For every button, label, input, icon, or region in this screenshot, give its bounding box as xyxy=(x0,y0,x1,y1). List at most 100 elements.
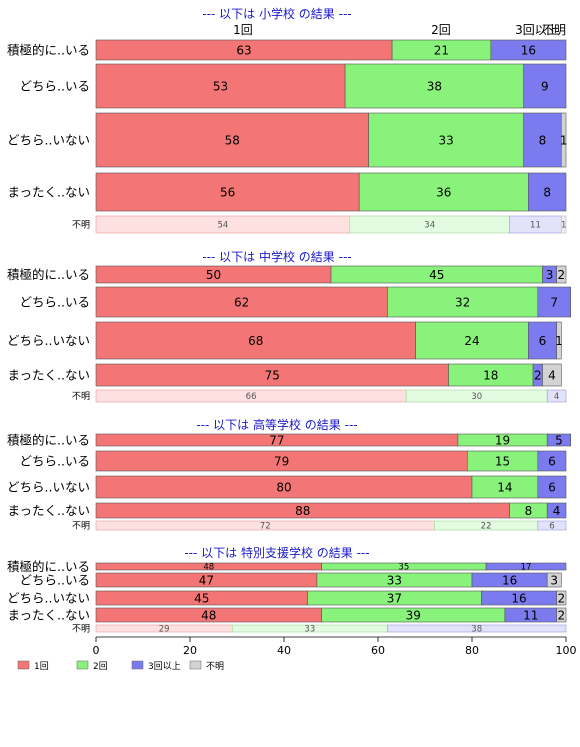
data-label: 47 xyxy=(199,573,214,587)
legend-swatch xyxy=(131,660,144,670)
legend-label: 不明 xyxy=(206,661,224,672)
data-label: 11 xyxy=(523,608,538,622)
data-label: 75 xyxy=(265,368,280,382)
data-label: 48 xyxy=(201,608,216,622)
column-header-1: 2回 xyxy=(431,23,451,37)
bar-segment xyxy=(537,475,567,499)
data-label: 66 xyxy=(246,392,257,402)
bar-segment xyxy=(415,321,529,360)
data-label: 4 xyxy=(554,392,559,402)
bar-segment xyxy=(546,502,567,519)
legend-swatch xyxy=(17,660,30,670)
data-label: 9 xyxy=(541,79,549,93)
group-title-3: --- 以下は 特別支援学校 の結果 --- xyxy=(184,545,369,560)
row-label: どちら..いない xyxy=(7,133,90,148)
data-label: 88 xyxy=(295,504,310,518)
bar-segment xyxy=(542,363,562,387)
data-label: 39 xyxy=(406,608,421,622)
data-label: 62 xyxy=(234,295,249,309)
bar-segment xyxy=(387,624,567,633)
bar-segment xyxy=(560,112,567,168)
row-label: どちら..いる xyxy=(20,454,90,469)
data-label: 79 xyxy=(274,454,289,468)
legend-label: 1回 xyxy=(34,661,49,672)
column-header-0: 1回 xyxy=(233,23,253,37)
row-label: どちら..いない xyxy=(7,333,90,348)
data-label: 54 xyxy=(217,221,228,231)
group-title-1: --- 以下は 中学校 の結果 --- xyxy=(202,249,351,264)
bar-segment xyxy=(95,63,346,109)
data-label: 8 xyxy=(539,133,547,147)
row-label: 不明 xyxy=(72,624,90,635)
column-header-2: 3回以上 xyxy=(515,23,559,37)
data-label: 33 xyxy=(439,133,454,147)
bar-segment xyxy=(556,321,562,360)
bar-segment xyxy=(368,112,525,168)
data-label: 77 xyxy=(269,433,284,447)
bar-segment xyxy=(95,112,369,168)
data-label: 7 xyxy=(550,295,558,309)
row-label: まったく..ない xyxy=(8,185,90,200)
data-label: 56 xyxy=(220,185,235,199)
data-label: 63 xyxy=(236,43,251,57)
row-label: どちら..いる xyxy=(20,295,90,310)
data-label: 45 xyxy=(194,591,209,605)
legend-label: 3回以上 xyxy=(148,661,181,672)
legend-swatch xyxy=(189,660,202,670)
row-label: 不明 xyxy=(72,220,90,231)
group-title-0: --- 以下は 小学校 の結果 --- xyxy=(202,6,351,21)
data-label: 34 xyxy=(424,221,435,231)
data-label: 2 xyxy=(557,268,565,282)
legend-swatch xyxy=(76,660,89,670)
data-label: 2 xyxy=(557,591,565,605)
data-label: 58 xyxy=(225,133,240,147)
row-label: 積極的に..いる xyxy=(7,267,90,282)
data-label: 30 xyxy=(471,392,482,402)
x-tick-label: 20 xyxy=(183,644,197,657)
row-label: どちら..いる xyxy=(20,79,90,94)
bar-segment xyxy=(344,63,525,109)
data-label: 3 xyxy=(550,573,558,587)
data-label: 17 xyxy=(521,563,532,573)
data-label: 53 xyxy=(213,79,228,93)
data-label: 33 xyxy=(387,573,402,587)
bar-segment xyxy=(556,590,567,606)
data-label: 11 xyxy=(530,221,541,231)
row-label: どちら..いない xyxy=(7,480,90,495)
data-label: 45 xyxy=(429,268,444,282)
data-label: 8 xyxy=(543,185,551,199)
bar-segment xyxy=(556,607,567,623)
bar-segment xyxy=(358,172,529,212)
data-label: 29 xyxy=(159,625,170,635)
x-tick-label: 0 xyxy=(93,644,100,657)
data-label: 48 xyxy=(203,563,214,573)
data-label: 3 xyxy=(546,268,554,282)
bar-segment xyxy=(528,172,567,212)
data-label: 21 xyxy=(434,43,449,57)
legend-label: 2回 xyxy=(93,661,108,672)
bar-segment xyxy=(523,112,562,168)
data-label: 6 xyxy=(539,334,547,348)
bar-segment xyxy=(546,572,562,588)
data-label: 50 xyxy=(206,268,221,282)
data-label: 32 xyxy=(455,295,470,309)
row-label: 積極的に..いる xyxy=(7,433,90,448)
data-label: 1 xyxy=(555,334,563,348)
bar-segment xyxy=(490,39,567,61)
row-label: まったく..ない xyxy=(8,608,90,623)
bar-segment xyxy=(537,286,571,318)
data-label: 22 xyxy=(481,522,492,532)
row-label: まったく..ない xyxy=(8,503,90,518)
data-label: 37 xyxy=(387,591,402,605)
data-label: 36 xyxy=(436,185,451,199)
data-label: 1 xyxy=(560,133,568,147)
x-tick-label: 60 xyxy=(371,644,385,657)
data-label: 38 xyxy=(427,79,442,93)
data-label: 16 xyxy=(511,591,526,605)
data-label: 72 xyxy=(260,522,271,532)
data-label: 4 xyxy=(553,504,561,518)
bar-segment xyxy=(95,172,360,212)
bar-segment xyxy=(560,215,567,234)
row-label: どちら..いる xyxy=(20,573,90,588)
